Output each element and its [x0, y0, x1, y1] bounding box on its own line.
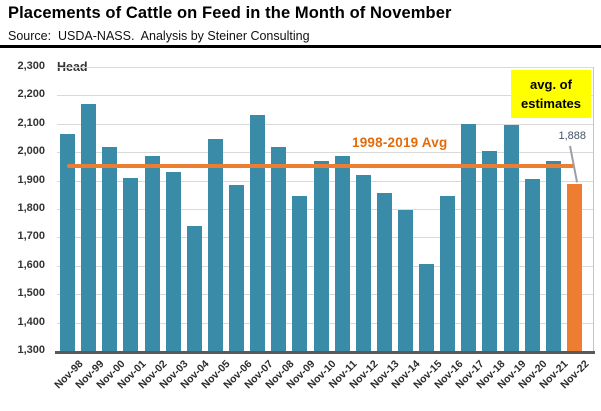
- bar: [165, 172, 181, 351]
- y-tick-label: 1,900: [17, 173, 45, 186]
- gridline: [57, 95, 593, 97]
- bar: [207, 139, 223, 351]
- bar: [271, 146, 287, 351]
- bar: [60, 133, 76, 351]
- gridline: [57, 152, 593, 154]
- x-axis-line: [55, 351, 595, 354]
- y-tick-label: 2,300: [17, 60, 45, 72]
- y-tick-label: 1,400: [17, 315, 45, 328]
- y-tick-label: 1,300: [17, 344, 45, 356]
- bar: [229, 184, 245, 351]
- bar: [313, 160, 329, 351]
- chart-source: Source: USDA-NASS. Analysis by Steiner C…: [8, 29, 310, 43]
- bar: [461, 123, 477, 351]
- bar: [524, 179, 540, 351]
- gridline: [57, 67, 593, 68]
- bar: [250, 115, 266, 351]
- average-line: [67, 164, 574, 169]
- bar: [440, 196, 456, 351]
- y-tick-label: 2,200: [17, 88, 45, 101]
- y-tick-label: 1,500: [17, 287, 45, 300]
- y-tick-label: 2,100: [17, 116, 45, 129]
- header-divider: [0, 45, 601, 48]
- bar: [123, 177, 139, 351]
- y-tick-label: 2,000: [17, 145, 45, 158]
- bar: [482, 150, 498, 351]
- bar: [419, 264, 435, 351]
- bar: [144, 156, 160, 351]
- chart-title: Placements of Cattle on Feed in the Mont…: [8, 4, 452, 22]
- y-tick-label: 1,800: [17, 202, 45, 214]
- bar: [503, 125, 519, 351]
- y-tick-label: 1,700: [17, 230, 45, 243]
- bar: [102, 146, 118, 351]
- bar: [545, 160, 561, 351]
- plot-right-border: [593, 67, 594, 351]
- gridline: [57, 123, 593, 125]
- bar: [397, 210, 413, 351]
- bar: [186, 226, 202, 351]
- bar: [334, 156, 350, 351]
- bar: [292, 196, 308, 351]
- y-tick-label: 1,600: [17, 258, 45, 271]
- bar: [81, 103, 97, 351]
- estimates-callout: avg. of estimates: [511, 70, 591, 118]
- bar: [376, 193, 392, 351]
- bar-estimate: [566, 184, 582, 351]
- last-bar-value-label: 1,888: [558, 130, 586, 142]
- average-line-label: 1998-2019 Avg: [352, 135, 448, 150]
- plot-area: [55, 67, 595, 354]
- bar: [355, 174, 371, 351]
